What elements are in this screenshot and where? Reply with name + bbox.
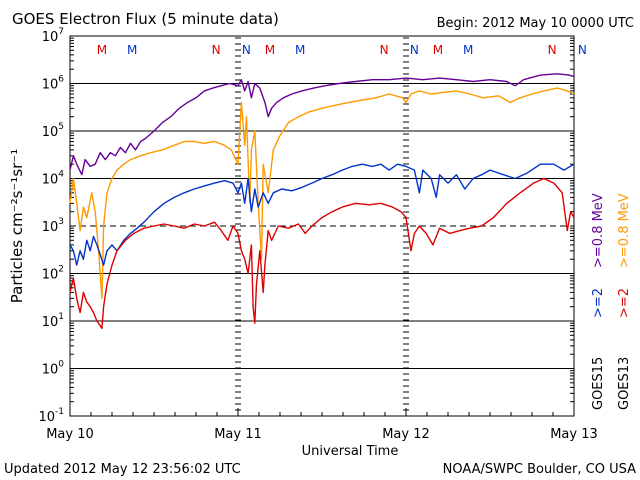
legend-goes13-ge2: >=2: [617, 288, 632, 318]
mn-marker: N: [578, 43, 587, 57]
series-line-2: [69, 163, 575, 266]
x-tick-label: May 10: [46, 427, 94, 442]
y-axis-label: Particles cm⁻²s⁻¹sr⁻¹: [8, 149, 26, 303]
y-tick-label: 106: [42, 75, 65, 93]
begin-time: Begin: 2012 May 10 0000 UTC: [437, 16, 634, 31]
mn-marker: N: [380, 43, 389, 57]
mn-marker: M: [433, 43, 443, 57]
y-tick-label: 100: [42, 360, 65, 378]
legend-goes15-ge08: >=0.8 MeV: [591, 193, 606, 268]
mn-marker: M: [127, 43, 137, 57]
mn-marker: M: [97, 43, 107, 57]
source-credit: NOAA/SWPC Boulder, CO USA: [443, 462, 636, 477]
y-tick-label: 10-1: [38, 407, 64, 425]
y-tick-label: 105: [42, 122, 64, 140]
x-tick-label: May 12: [382, 427, 430, 442]
updated-time: Updated 2012 May 12 23:56:02 UTC: [4, 462, 241, 477]
y-tick-label: 101: [42, 312, 64, 330]
x-tick-labels: May 10 May 11 May 12 May 13: [46, 427, 598, 442]
y-tick-label: 107: [42, 27, 64, 45]
y-tick-label: 103: [42, 217, 64, 235]
x-tick-label: May 13: [550, 427, 598, 442]
series-line-0: [69, 73, 575, 176]
legend: GOES15 GOES13 >=2 >=2 >=0.8 MeV >=0.8 Me…: [591, 193, 632, 410]
mn-marker: N: [548, 43, 557, 57]
legend-goes15: GOES15: [591, 357, 606, 410]
y-tick-labels: 10-1 100 101 102 103 104 105 106 107: [38, 27, 64, 425]
legend-goes13-ge08: >=0.8 MeV: [617, 193, 632, 268]
series-line-3: [69, 177, 575, 330]
mn-marker: M: [463, 43, 473, 57]
y-tick-label: 104: [42, 170, 65, 188]
series-layer: [69, 73, 575, 330]
grid-layer: [69, 37, 575, 416]
y-tick-label: 102: [42, 265, 64, 283]
mn-marker: M: [265, 43, 275, 57]
mn-marker: M: [295, 43, 305, 57]
mn-marker: N: [212, 43, 221, 57]
mn-marker: N: [410, 43, 419, 57]
series-line-1: [69, 87, 575, 299]
x-tick-label: May 11: [214, 427, 262, 442]
mn-marker: N: [242, 43, 251, 57]
x-axis-label: Universal Time: [302, 444, 399, 459]
chart-title: GOES Electron Flux (5 minute data): [12, 10, 279, 28]
legend-goes15-ge2: >=2: [591, 288, 606, 318]
legend-goes13: GOES13: [617, 357, 632, 410]
